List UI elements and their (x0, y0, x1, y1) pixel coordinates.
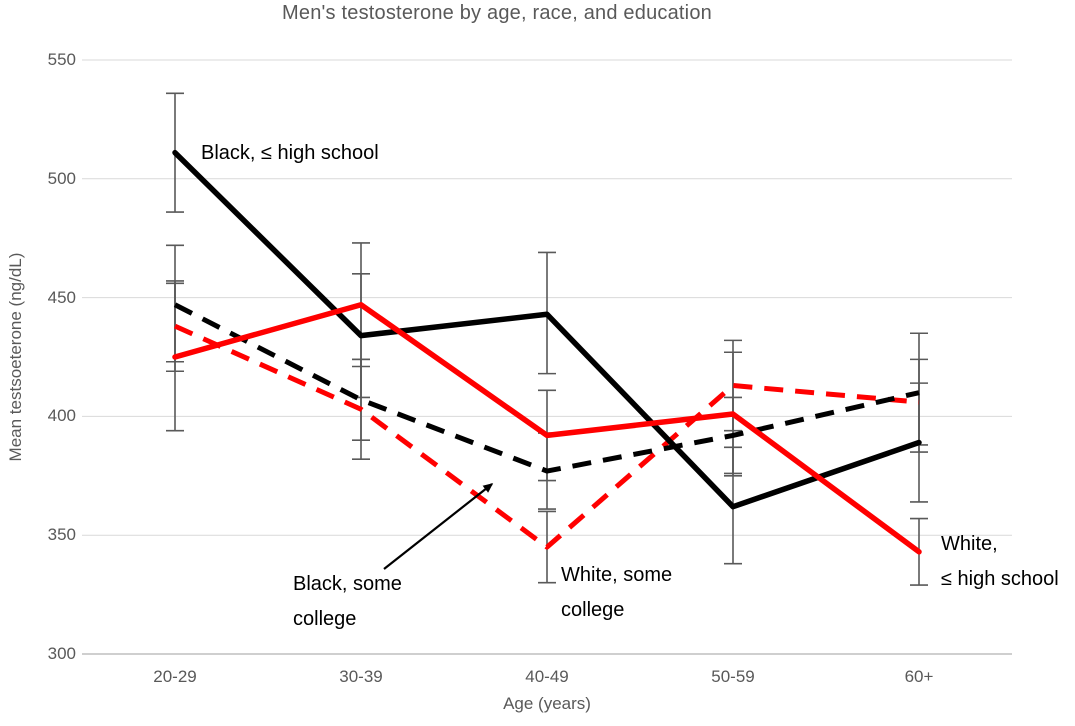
annotation-line: college (293, 608, 357, 630)
annotation-line: college (561, 599, 625, 621)
y-axis-title: Mean testsoeterone (ng/dL) (6, 252, 25, 462)
label-black-some-college: Black, some college (293, 567, 402, 637)
chart-title: Men's testosterone by age, race, and edu… (282, 2, 712, 24)
label-black-hs: Black, ≤ high school (201, 136, 379, 171)
y-tick-label: 350 (47, 525, 76, 545)
x-tick-label: 60+ (904, 667, 934, 686)
annotation-line: White, (941, 533, 998, 555)
series-line-1 (172, 301, 922, 555)
annotation-line: Black, ≤ high school (201, 142, 379, 164)
y-tick-label: 550 (47, 50, 76, 69)
y-tick-label: 400 (47, 406, 76, 426)
x-tick-label: 40-49 (525, 667, 569, 686)
x-tick-label: 50-59 (711, 667, 755, 686)
annotation-line: Black, some (293, 573, 402, 595)
x-tick-label: 30-39 (339, 667, 383, 686)
x-axis-title: Age (years) (503, 694, 591, 713)
series-line-2 (173, 302, 920, 474)
y-tick-label: 300 (47, 644, 76, 663)
series-line-0 (172, 149, 922, 510)
annotation-arrow (383, 483, 494, 570)
annotation-line: White, some (561, 564, 673, 586)
y-tick-label: 500 (47, 168, 76, 188)
series-line-3 (173, 323, 920, 550)
annotation-line: ≤ high school (941, 568, 1059, 590)
y-tick-label: 450 (47, 287, 76, 307)
x-tick-label: 20-29 (153, 667, 197, 686)
label-white-some-college: White, some college (561, 558, 672, 628)
label-white-hs: White, ≤ high school (941, 527, 1059, 597)
